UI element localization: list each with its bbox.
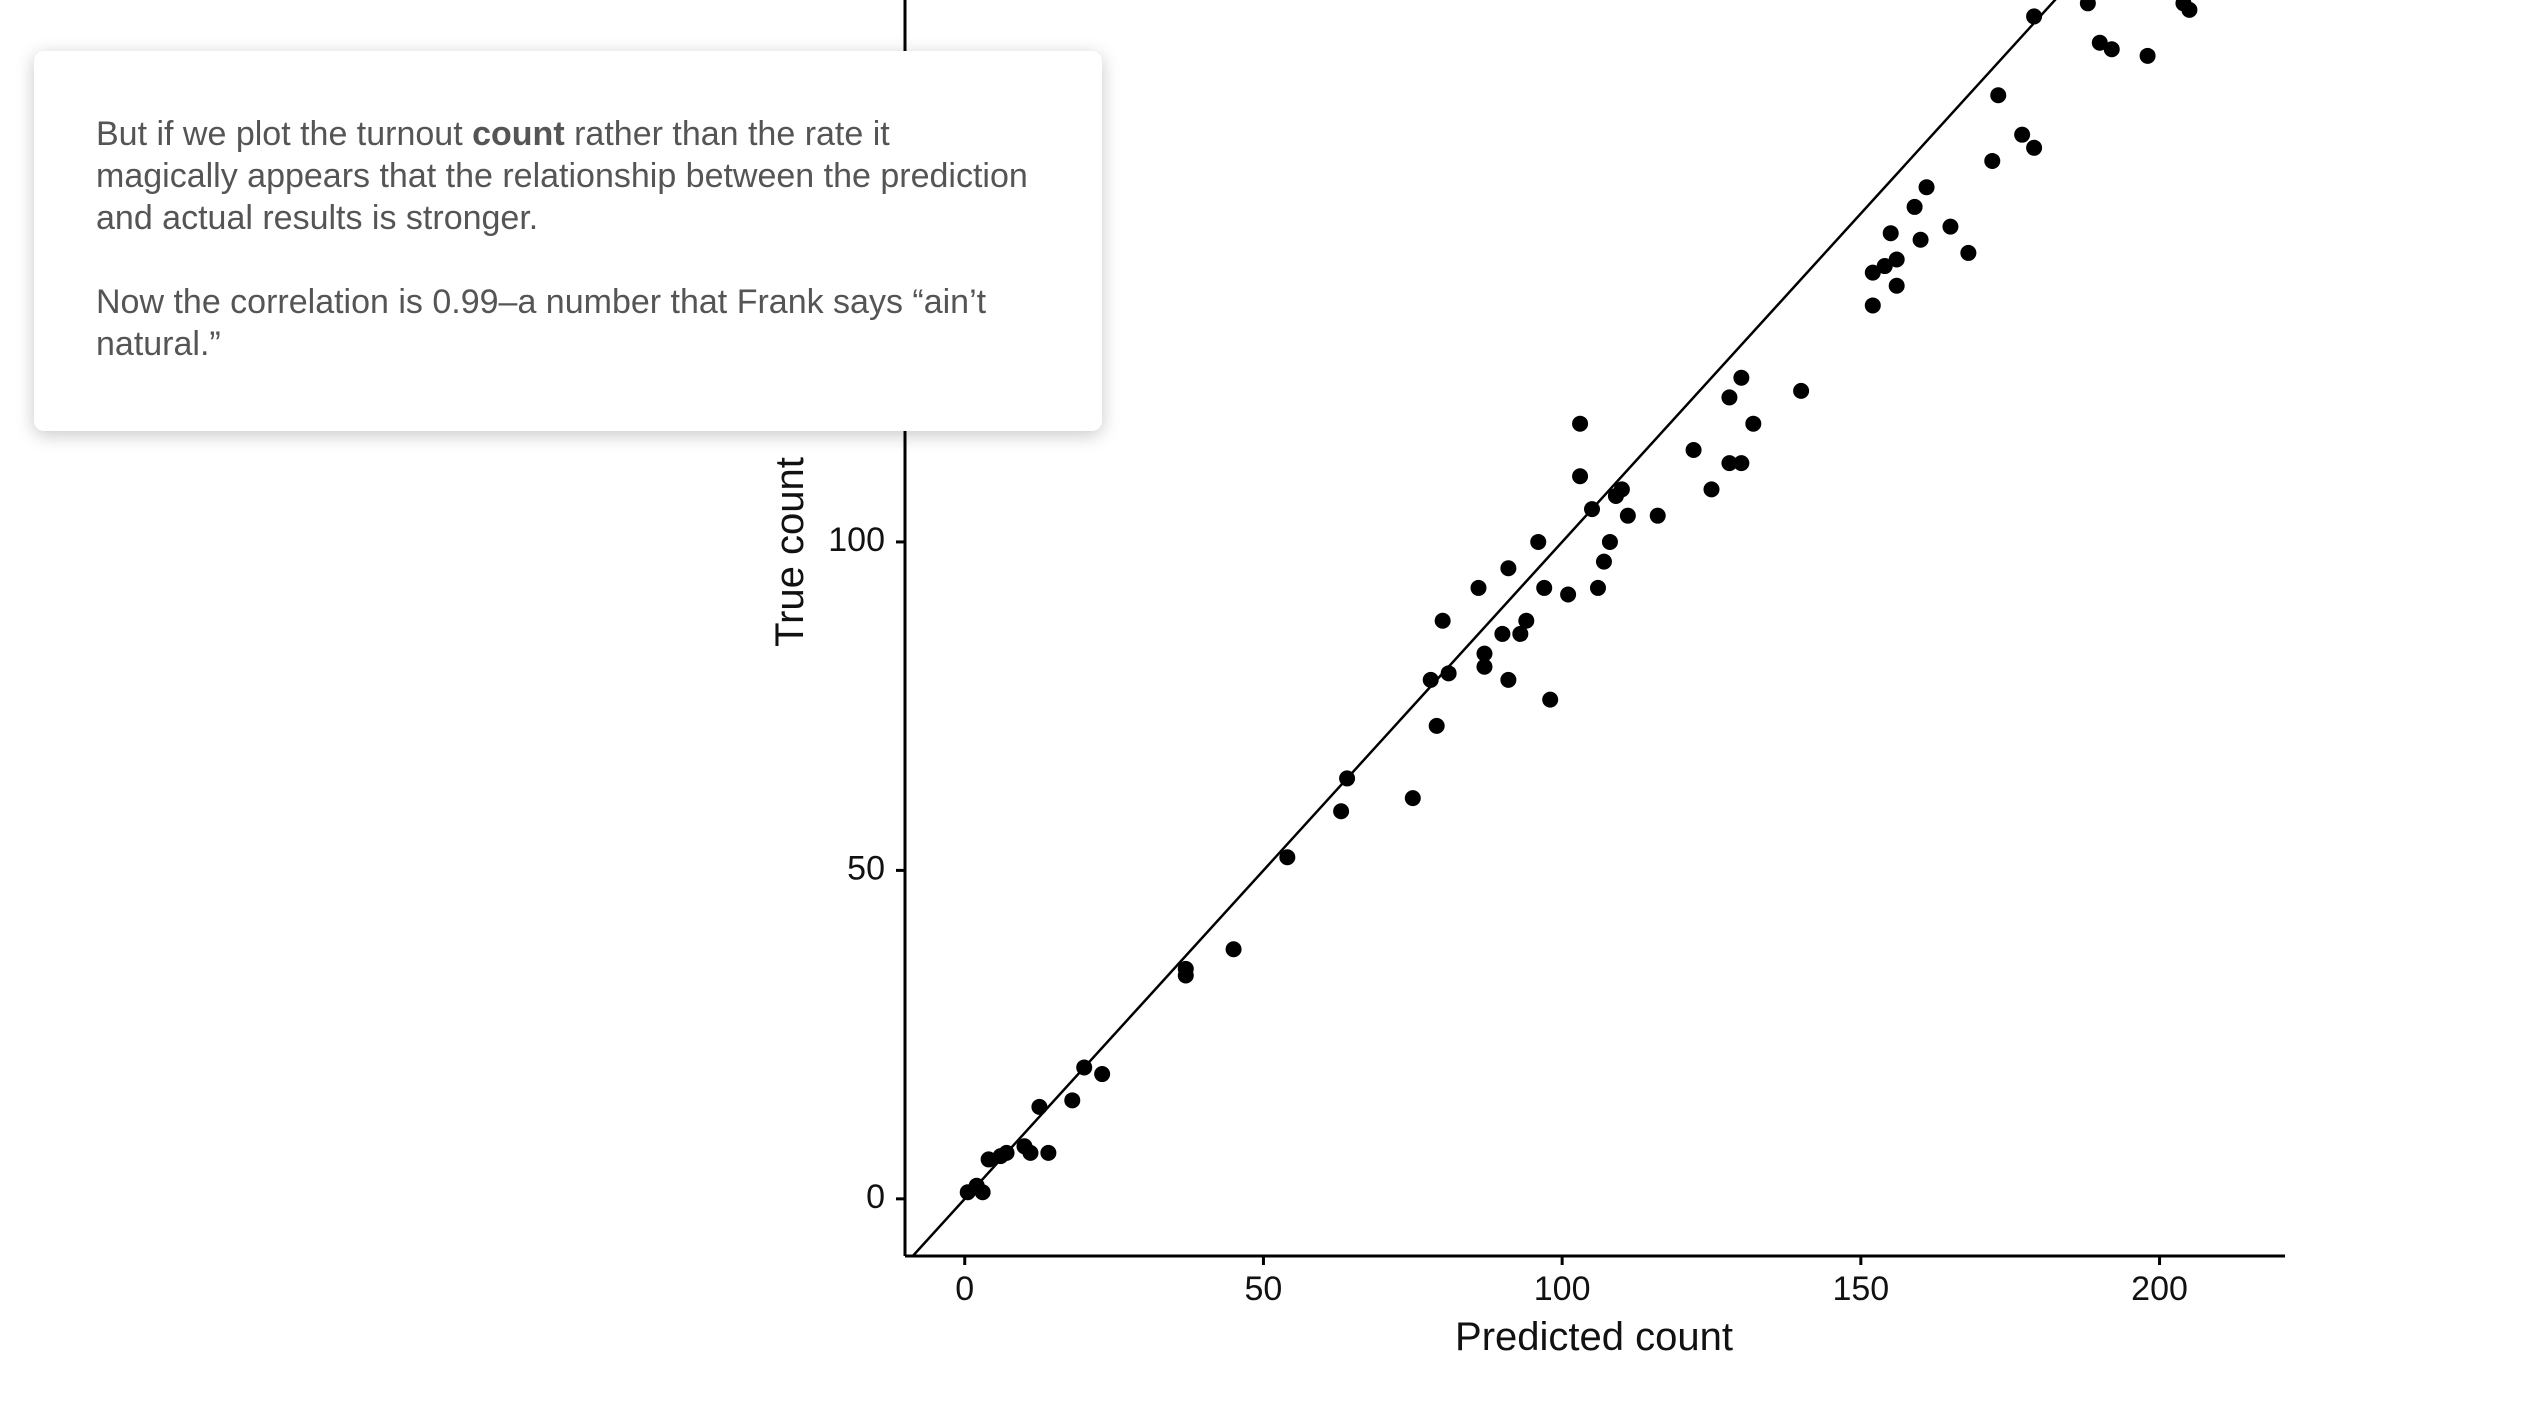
- point: [1094, 1066, 1111, 1083]
- point: [1912, 231, 1929, 248]
- point: [1512, 625, 1529, 642]
- point: [2091, 34, 2108, 51]
- y-tick-label: 0: [866, 1178, 885, 1216]
- point: [1500, 671, 1517, 688]
- point: [1428, 717, 1445, 734]
- point: [2026, 139, 2043, 156]
- point: [1542, 691, 1559, 708]
- point: [1476, 645, 1493, 662]
- x-tick-label: 50: [1245, 1270, 1283, 1308]
- point: [1613, 481, 1630, 498]
- point: [1470, 579, 1487, 596]
- point: [1494, 625, 1511, 642]
- x-tick-label: 200: [2131, 1270, 2188, 1308]
- point: [1733, 455, 1750, 472]
- point: [1876, 258, 1893, 275]
- y-axis-title: True count: [768, 457, 812, 647]
- point: [1536, 579, 1553, 596]
- x-tick-label: 150: [1832, 1270, 1889, 1308]
- point: [1721, 389, 1738, 406]
- point: [1279, 849, 1296, 866]
- bold-text: count: [472, 115, 565, 153]
- x-tick-label: 0: [955, 1270, 974, 1308]
- point: [1530, 533, 1547, 550]
- point: [1984, 152, 2001, 169]
- point: [1685, 441, 1702, 458]
- y-tick-label: 100: [828, 521, 885, 559]
- point: [1703, 481, 1720, 498]
- point: [1619, 507, 1636, 524]
- point: [1918, 179, 1935, 196]
- point: [1721, 455, 1738, 472]
- point: [1422, 671, 1439, 688]
- point: [2103, 41, 2120, 58]
- point: [1572, 468, 1589, 485]
- point: [1572, 415, 1589, 432]
- point: [1500, 560, 1517, 577]
- point: [2014, 126, 2031, 143]
- point: [1022, 1144, 1039, 1161]
- point: [1404, 790, 1421, 807]
- point: [1584, 501, 1601, 518]
- y-tick-label: 50: [847, 849, 885, 887]
- plot-area: [911, 0, 2198, 1256]
- point: [1649, 507, 1666, 524]
- point: [1864, 297, 1881, 314]
- point: [1333, 803, 1350, 820]
- point: [1882, 225, 1899, 242]
- point: [1476, 658, 1493, 675]
- point: [1745, 415, 1762, 432]
- point: [1518, 612, 1535, 629]
- point: [1990, 87, 2007, 104]
- point: [1040, 1144, 1057, 1161]
- x-axis-title: Predicted count: [1455, 1315, 1733, 1359]
- point: [1595, 553, 1612, 570]
- point: [1888, 251, 1905, 268]
- point: [1225, 941, 1242, 958]
- paragraph: But if we plot the turnout count rather …: [96, 113, 1040, 239]
- point: [2139, 47, 2156, 64]
- point: [1177, 967, 1194, 984]
- paragraph: Now the correlation is 0.99–a number tha…: [96, 281, 1040, 365]
- point: [1440, 665, 1457, 682]
- point: [2181, 1, 2198, 18]
- point: [1339, 770, 1356, 787]
- point: [998, 1144, 1015, 1161]
- text: rather than the rate it magically appear…: [96, 115, 1028, 237]
- point: [1733, 369, 1750, 386]
- point: [1906, 198, 1923, 215]
- point: [1864, 264, 1881, 281]
- point: [1560, 586, 1577, 603]
- point: [1076, 1059, 1093, 1076]
- x-tick-label: 100: [1534, 1270, 1591, 1308]
- point: [1064, 1092, 1081, 1109]
- point: [974, 1184, 991, 1201]
- point: [1589, 579, 1606, 596]
- point: [2079, 0, 2096, 12]
- story-card: But if we plot the turnout count rather …: [34, 51, 1102, 431]
- text: Now the correlation is 0.99–a number tha…: [96, 283, 987, 363]
- point: [1888, 277, 1905, 294]
- point: [1031, 1098, 1048, 1115]
- point: [1960, 244, 1977, 261]
- point: [1434, 612, 1451, 629]
- point: [1793, 382, 1810, 399]
- identity-line: [911, 0, 2057, 1256]
- point: [1601, 533, 1618, 550]
- point: [1942, 218, 1959, 235]
- point: [2026, 8, 2043, 25]
- text: But if we plot the turnout: [96, 115, 473, 153]
